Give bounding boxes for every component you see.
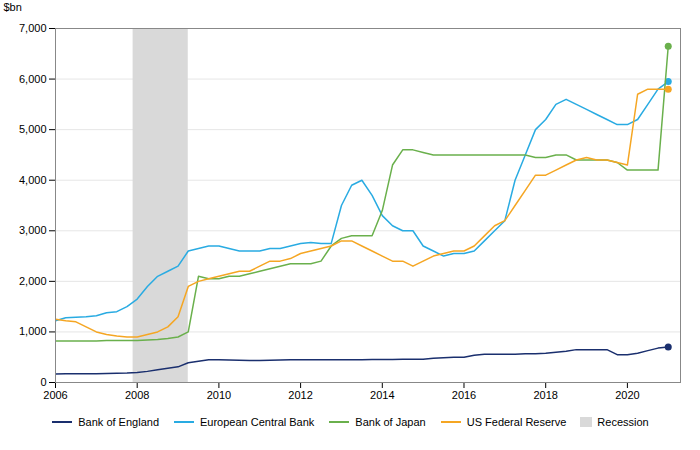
html-text:European Central Bank: European Central Bank [200, 416, 315, 428]
svg-text:6,000: 6,000 [19, 73, 47, 85]
svg-text:5,000: 5,000 [19, 123, 47, 135]
svg-text:2012: 2012 [288, 389, 312, 401]
svg-text:2016: 2016 [452, 389, 476, 401]
html-text:US Federal Reserve: US Federal Reserve [466, 416, 567, 428]
svg-text:1,000: 1,000 [19, 325, 47, 337]
svg-text:4,000: 4,000 [19, 174, 47, 186]
svg-text:2,000: 2,000 [19, 275, 47, 287]
html-text:Recession: Recession [597, 416, 649, 428]
html-text:Bank of England: Bank of England [78, 416, 159, 428]
svg-text:$bn: $bn [4, 1, 22, 13]
svg-text:2010: 2010 [207, 389, 231, 401]
svg-text:2008: 2008 [125, 389, 149, 401]
svg-text:2014: 2014 [370, 389, 394, 401]
svg-text:3,000: 3,000 [19, 224, 47, 236]
svg-text:2018: 2018 [533, 389, 557, 401]
svg-text:7,000: 7,000 [19, 22, 47, 34]
html-text:Bank of Japan: Bank of Japan [355, 416, 426, 428]
svg-text:2020: 2020 [615, 389, 639, 401]
svg-text:2006: 2006 [43, 389, 67, 401]
svg-text:0: 0 [40, 376, 46, 388]
